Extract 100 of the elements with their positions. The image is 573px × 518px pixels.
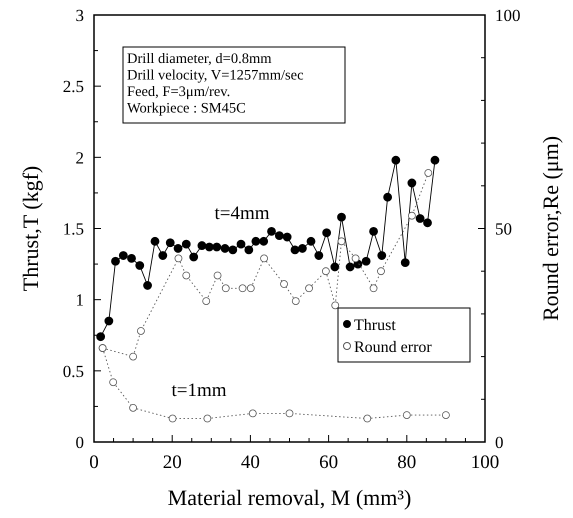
- point: [246, 284, 255, 292]
- point: [280, 280, 288, 288]
- point: [189, 252, 198, 262]
- point: [182, 272, 190, 280]
- point: [423, 218, 432, 228]
- y-tick-label: 0.5: [62, 362, 84, 381]
- point: [330, 262, 340, 272]
- point: [322, 267, 330, 276]
- point: [402, 411, 411, 419]
- point: [203, 414, 212, 422]
- point: [198, 241, 206, 250]
- point: [274, 231, 284, 240]
- y2-tick-label: 100: [495, 6, 520, 25]
- point: [228, 245, 238, 254]
- x-tick-label: 20: [162, 452, 182, 473]
- point: [204, 242, 214, 252]
- point: [363, 414, 372, 422]
- annotation: t=1mm: [171, 380, 227, 401]
- point: [407, 178, 416, 188]
- point: [416, 214, 424, 223]
- y2-axis-title: Round error,Re (μm): [538, 136, 563, 322]
- point: [104, 316, 114, 326]
- point: [292, 297, 300, 305]
- y-axis-title: Thrust,T (kgf): [18, 166, 43, 292]
- point: [331, 301, 340, 310]
- point: [251, 236, 260, 246]
- point: [248, 409, 257, 418]
- point: [174, 254, 182, 262]
- x-axis-title: Material removal, M (mm³): [168, 485, 412, 510]
- point: [166, 238, 175, 248]
- point: [267, 226, 276, 236]
- point: [337, 212, 346, 222]
- point: [305, 284, 313, 292]
- point: [129, 352, 137, 360]
- y-tick-label: 2.5: [62, 77, 84, 96]
- point: [137, 327, 145, 335]
- point: [362, 256, 371, 266]
- y-tick-label: 3: [76, 6, 84, 25]
- point: [220, 244, 230, 253]
- point: [214, 272, 222, 280]
- point: [96, 332, 106, 342]
- point: [158, 251, 168, 260]
- point: [174, 244, 182, 253]
- point: [346, 262, 355, 272]
- point: [212, 242, 222, 252]
- point: [168, 414, 176, 422]
- annotation: Drill velocity, V=1257mm/sec: [127, 68, 304, 84]
- point: [322, 228, 332, 238]
- x-tick-label: 40: [240, 452, 260, 473]
- point: [260, 254, 268, 262]
- point: [298, 244, 307, 253]
- point: [109, 378, 118, 386]
- point: [236, 240, 246, 249]
- y-tick-label: 2: [76, 148, 84, 168]
- point: [369, 226, 378, 236]
- point: [150, 236, 160, 246]
- annotation: Workpiece : SM45C: [127, 100, 246, 116]
- x-tick-label: 80: [397, 452, 416, 473]
- point: [391, 156, 400, 165]
- legend-label: Round error: [354, 339, 432, 356]
- point: [244, 245, 254, 254]
- y2-tick-label: 0: [495, 433, 504, 452]
- x-tick-label: 100: [470, 452, 500, 473]
- point: [383, 192, 392, 202]
- point: [314, 251, 324, 260]
- y-tick-label: 1.5: [62, 220, 84, 238]
- point: [118, 251, 128, 260]
- point: [259, 236, 268, 246]
- point: [290, 245, 300, 254]
- point: [377, 251, 386, 260]
- point: [408, 212, 416, 220]
- point: [286, 409, 294, 418]
- point: [135, 261, 144, 270]
- point: [430, 156, 440, 165]
- y2-tick-label: 50: [495, 220, 512, 238]
- point: [400, 258, 410, 268]
- legend-label: Thrust: [354, 317, 396, 334]
- point: [424, 169, 432, 177]
- point: [111, 256, 120, 266]
- y-tick-label: 0: [76, 433, 84, 452]
- x-tick-label: 60: [319, 452, 338, 473]
- point: [222, 284, 230, 292]
- point: [306, 236, 316, 246]
- point: [182, 240, 191, 249]
- point: [127, 254, 136, 263]
- point: [370, 284, 378, 292]
- point: [202, 297, 210, 305]
- annotation: Drill diameter, d=0.8mm: [127, 51, 272, 67]
- y-tick-label: 1: [76, 290, 84, 310]
- point: [129, 404, 137, 412]
- point: [442, 411, 450, 419]
- annotation: t=4mm: [214, 203, 270, 224]
- x-tick-label: 0: [89, 452, 99, 473]
- point: [282, 232, 292, 242]
- point: [238, 284, 246, 292]
- point: [338, 237, 346, 246]
- annotation: Feed, F=3μm/rev.: [127, 84, 230, 100]
- point: [143, 281, 152, 290]
- point: [377, 267, 385, 276]
- point: [352, 254, 360, 262]
